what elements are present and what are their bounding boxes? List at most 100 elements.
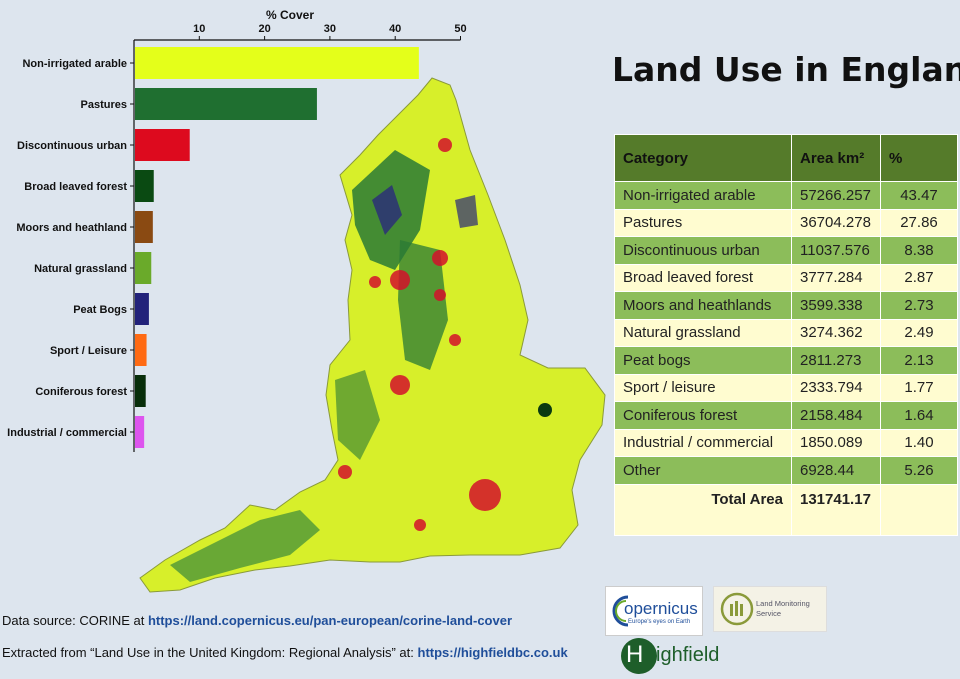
copernicus-c-icon	[612, 595, 629, 627]
table-header-row: Category Area km² %	[614, 134, 958, 182]
cell-category: Non-irrigated arable	[614, 181, 792, 210]
x-tick-label: 20	[258, 23, 270, 35]
cell-percent: 1.40	[880, 428, 958, 457]
cell-area: 11037.576	[791, 236, 881, 265]
cell-category: Pastures	[614, 208, 792, 237]
x-tick-label: 50	[454, 23, 466, 35]
extract-note: Extracted from “Land Use in the United K…	[2, 645, 568, 660]
cell-category: Coniferous forest	[614, 401, 792, 430]
cell-percent: 2.87	[880, 263, 958, 292]
cell-percent: 1.64	[880, 401, 958, 430]
data-source-link[interactable]: https://land.copernicus.eu/pan-european/…	[147, 613, 513, 628]
highfield-h-icon: H	[626, 641, 644, 668]
england-land-use-map	[139, 77, 606, 593]
bar	[135, 129, 190, 161]
total-percent	[880, 483, 958, 536]
cell-percent: 1.77	[880, 373, 958, 402]
cell-area: 2158.484	[791, 401, 881, 430]
category-label: Non-irrigated arable	[22, 58, 127, 70]
x-tick-label: 40	[389, 23, 401, 35]
table-total-row: Total Area 131741.17	[614, 483, 958, 536]
header-area: Area km²	[791, 134, 881, 182]
map-urban-leeds	[432, 250, 448, 266]
cell-percent: 2.13	[880, 346, 958, 375]
header-percent: %	[880, 134, 958, 182]
highfield-logo-circle: H	[621, 638, 657, 674]
x-tick-label: 10	[193, 23, 205, 35]
table-row: Non-irrigated arable 57266.257 43.47	[614, 181, 958, 210]
header-category: Category	[614, 134, 792, 182]
map-pasture-southwest	[170, 510, 320, 582]
table-row: Sport / leisure 2333.794 1.77	[614, 373, 958, 402]
category-label: Moors and heathland	[16, 222, 127, 234]
cell-percent: 5.26	[880, 456, 958, 485]
cell-area: 36704.278	[791, 208, 881, 237]
map-urban-newcastle	[438, 138, 452, 152]
table-row: Discontinuous urban 11037.576 8.38	[614, 236, 958, 265]
cell-percent: 43.47	[880, 181, 958, 210]
table-row: Pastures 36704.278 27.86	[614, 208, 958, 237]
bar	[135, 170, 154, 202]
data-source-prefix: Data source: CORINE at	[2, 613, 148, 628]
bar	[135, 252, 152, 284]
total-label: Total Area	[614, 483, 792, 536]
highfield-name: ighfield	[656, 644, 720, 666]
map-urban-nottingham	[449, 334, 461, 346]
map-urban-birmingham	[390, 375, 410, 395]
extract-prefix: Extracted from “Land Use in the United K…	[2, 645, 418, 660]
cell-percent: 8.38	[880, 236, 958, 265]
cell-category: Industrial / commercial	[614, 428, 792, 457]
cell-area: 2333.794	[791, 373, 881, 402]
bar	[135, 334, 147, 366]
table-row: Peat bogs 2811.273 2.13	[614, 346, 958, 375]
cell-area: 3599.338	[791, 291, 881, 320]
map-urban-london	[469, 479, 501, 511]
total-value: 131741.17	[791, 483, 881, 536]
data-source-note: Data source: CORINE at https://land.cope…	[2, 613, 512, 628]
table-row: Natural grassland 3274.362 2.49	[614, 318, 958, 347]
cell-category: Other	[614, 456, 792, 485]
land-monitoring-icon	[720, 592, 754, 626]
bar-chart: % Cover 10 20 30 40 50 Non-irrigated arable Pas…	[7, 8, 467, 452]
table-row: Moors and heathlands 3599.338 2.73	[614, 291, 958, 320]
map-urban-southcoast	[414, 519, 426, 531]
category-label: Natural grassland	[34, 263, 127, 275]
cell-category: Sport / leisure	[614, 373, 792, 402]
map-forest-thetford	[538, 403, 552, 417]
category-label: Pastures	[81, 99, 127, 111]
table-row: Broad leaved forest 3777.284 2.87	[614, 263, 958, 292]
cell-percent: 2.49	[880, 318, 958, 347]
copernicus-logo: opernicus Europe's eyes on Earth	[605, 586, 703, 636]
cell-category: Discontinuous urban	[614, 236, 792, 265]
map-urban-sheffield	[434, 289, 446, 301]
cell-category: Moors and heathlands	[614, 291, 792, 320]
cell-percent: 27.86	[880, 208, 958, 237]
cell-category: Peat bogs	[614, 346, 792, 375]
x-axis-title: % Cover	[266, 8, 314, 22]
bar	[135, 47, 419, 79]
category-label: Discontinuous urban	[17, 140, 127, 152]
bar	[135, 88, 317, 120]
map-urban-liverpool	[369, 276, 381, 288]
category-label: Industrial / commercial	[7, 427, 127, 439]
cell-area: 57266.257	[791, 181, 881, 210]
lms-line2: Service	[756, 609, 782, 618]
bar	[135, 416, 145, 448]
cell-area: 3274.362	[791, 318, 881, 347]
land-use-table: Category Area km² % Non-irrigated arable…	[614, 134, 958, 536]
category-label: Sport / Leisure	[50, 345, 127, 357]
map-peat	[455, 195, 478, 228]
map-landmass	[139, 77, 606, 593]
bar	[135, 375, 146, 407]
extract-link[interactable]: https://highfieldbc.co.uk	[417, 645, 568, 660]
bar	[135, 293, 149, 325]
category-label: Broad leaved forest	[24, 181, 127, 193]
cell-category: Broad leaved forest	[614, 263, 792, 292]
table-row: Coniferous forest 2158.484 1.64	[614, 401, 958, 430]
category-label: Peat Bogs	[73, 304, 127, 316]
cell-area: 3777.284	[791, 263, 881, 292]
map-urban-bristol	[338, 465, 352, 479]
bar	[135, 211, 153, 243]
x-tick-label: 30	[324, 23, 336, 35]
